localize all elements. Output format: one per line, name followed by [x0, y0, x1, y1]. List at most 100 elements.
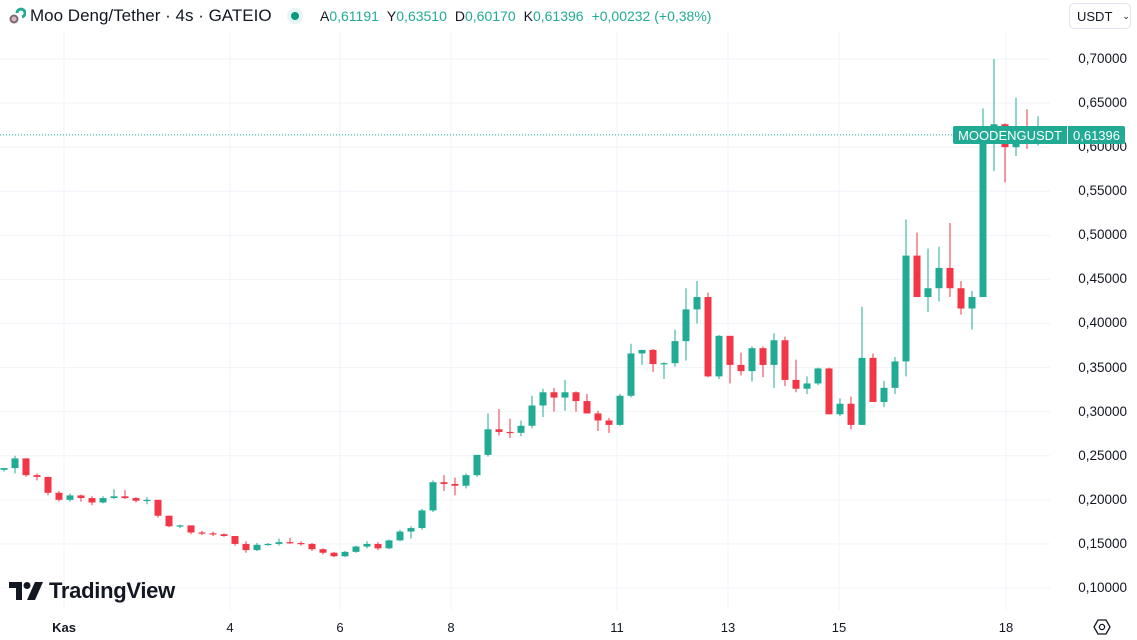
price-tick-label: 0,35000	[1078, 359, 1127, 375]
low-value: 0,60170	[465, 8, 516, 24]
candle	[715, 334, 723, 380]
ohlc-values: A0,61191 Y0,63510 D0,60170 K0,61396 +0,0…	[320, 8, 711, 24]
candle	[902, 219, 910, 377]
candle	[253, 543, 261, 551]
high-label: Y	[386, 8, 397, 24]
candle	[913, 232, 921, 298]
candle	[649, 349, 657, 372]
logo-text: TradingView	[49, 578, 175, 603]
candle	[231, 535, 239, 546]
price-tick-label: 0,55000	[1078, 183, 1127, 199]
settings-hexagon-icon[interactable]	[1093, 618, 1111, 636]
candle	[858, 306, 866, 425]
symbol-title[interactable]: Moo Deng/Tether · 4s · GATEIO	[30, 6, 272, 25]
candle	[583, 394, 591, 414]
price-change: +0,00232 (+0,38%)	[591, 8, 712, 24]
candle	[770, 333, 778, 388]
chart-header: Moo Deng/Tether · 4s · GATEIO A0,61191 Y…	[0, 0, 1060, 32]
price-tick-label: 0,20000	[1078, 491, 1127, 507]
candle	[66, 493, 74, 502]
candle	[385, 539, 393, 550]
candle	[616, 394, 624, 426]
candle	[209, 531, 217, 536]
candle	[242, 541, 250, 553]
candle	[286, 537, 294, 544]
candle	[594, 410, 602, 432]
candle	[121, 490, 129, 499]
candle	[968, 290, 976, 330]
candle	[935, 246, 943, 302]
time-tick-label: 15	[831, 620, 847, 635]
time-tick-label: 8	[447, 620, 455, 635]
low-label: D	[454, 8, 465, 24]
candle	[561, 379, 569, 411]
candle	[726, 335, 734, 384]
time-tick-label: 4	[226, 620, 234, 635]
candle	[704, 292, 712, 378]
candle	[924, 248, 932, 313]
candle	[220, 533, 228, 537]
time-tick-label: 11	[610, 620, 624, 635]
price-tick-label: 0,65000	[1078, 95, 1127, 111]
open-label: A	[320, 8, 330, 24]
candle	[429, 480, 437, 513]
last-price-tag: MOODENGUSDT 0,61396	[953, 126, 1125, 144]
candle	[99, 496, 107, 504]
candle	[319, 548, 327, 555]
candle	[748, 346, 756, 382]
time-tick-label: 13	[720, 620, 736, 635]
candle	[990, 58, 998, 171]
currency-label: USDT	[1077, 8, 1113, 24]
candle	[550, 387, 558, 412]
candle	[495, 409, 503, 436]
candle	[451, 477, 459, 496]
candle	[132, 497, 140, 503]
candle	[0, 468, 8, 472]
candle	[275, 538, 283, 546]
chevron-down-icon: ⌄	[1122, 10, 1130, 21]
price-tag-value: 0,61396	[1068, 126, 1125, 144]
candle	[374, 542, 382, 551]
candle	[396, 529, 404, 542]
candle	[814, 367, 822, 386]
candle	[803, 376, 811, 395]
candle	[506, 418, 514, 439]
time-tick-label: 18	[998, 620, 1014, 635]
candle	[572, 391, 580, 412]
candle	[539, 388, 547, 417]
candle	[605, 417, 613, 433]
candle	[330, 551, 338, 558]
candle	[198, 530, 206, 536]
time-tick-label: Kas	[52, 620, 76, 635]
candle	[682, 288, 690, 361]
time-tick-label: 6	[336, 620, 344, 635]
candle	[407, 526, 415, 539]
price-tick-label: 0,30000	[1078, 403, 1127, 419]
candle	[418, 508, 426, 530]
price-tick-label: 0,15000	[1078, 535, 1127, 551]
candle	[693, 281, 701, 324]
candle	[440, 475, 448, 492]
candle	[638, 349, 646, 365]
candle	[44, 476, 52, 496]
price-tag-symbol: MOODENGUSDT	[953, 126, 1067, 144]
candle	[77, 494, 85, 502]
candle	[11, 455, 19, 474]
price-tick-label: 0,45000	[1078, 271, 1127, 287]
candle	[110, 489, 118, 499]
candle	[528, 395, 536, 429]
candle	[363, 541, 371, 549]
candle	[352, 545, 360, 553]
candle	[880, 380, 888, 408]
candle	[165, 515, 173, 528]
market-status-indicator	[287, 8, 303, 24]
candle	[462, 473, 470, 489]
price-tick-label: 0,25000	[1078, 447, 1127, 463]
candle	[484, 413, 492, 457]
currency-selector[interactable]: USDT ⌄	[1069, 3, 1131, 29]
candle	[891, 356, 899, 395]
tradingview-logo[interactable]: TradingView	[9, 578, 175, 604]
candle	[737, 352, 745, 376]
candle	[836, 398, 844, 417]
